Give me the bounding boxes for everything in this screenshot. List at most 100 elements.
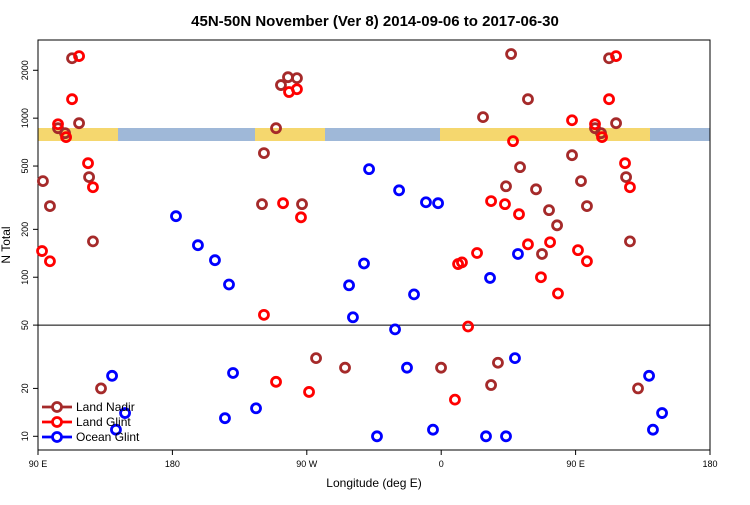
point bbox=[544, 236, 556, 249]
x-tick-label: 0 bbox=[439, 459, 444, 469]
x-axis-label: Longitude (deg E) bbox=[326, 476, 421, 490]
plot-frame bbox=[37, 39, 711, 451]
point bbox=[449, 393, 461, 406]
land-band bbox=[255, 128, 325, 141]
point bbox=[485, 195, 497, 208]
point bbox=[87, 181, 99, 194]
point bbox=[513, 208, 525, 221]
point bbox=[343, 279, 355, 292]
point bbox=[522, 238, 534, 251]
chart-title: 45N-50N November (Ver 8) 2014-09-06 to 2… bbox=[191, 13, 559, 30]
point bbox=[408, 288, 420, 301]
point bbox=[572, 244, 584, 257]
point bbox=[462, 320, 474, 333]
point bbox=[291, 72, 303, 85]
point bbox=[456, 256, 468, 269]
point bbox=[552, 287, 564, 300]
point bbox=[170, 210, 182, 223]
point bbox=[485, 379, 497, 391]
point bbox=[581, 200, 593, 212]
point bbox=[536, 248, 548, 260]
ocean-band bbox=[650, 128, 710, 141]
point bbox=[258, 147, 270, 160]
point bbox=[44, 200, 56, 212]
y-tick-label: 100 bbox=[20, 270, 30, 285]
x-tick-label: 90 W bbox=[296, 459, 318, 469]
point bbox=[303, 386, 315, 398]
point bbox=[60, 131, 72, 144]
y-tick-label: 200 bbox=[20, 222, 30, 237]
ocean-band bbox=[118, 128, 255, 141]
land-band bbox=[38, 128, 118, 141]
point bbox=[620, 171, 632, 184]
ocean-band bbox=[325, 128, 440, 141]
point bbox=[339, 361, 351, 374]
y-axis-label: N Total bbox=[0, 226, 13, 263]
point bbox=[603, 93, 615, 106]
point bbox=[643, 369, 655, 382]
point bbox=[87, 235, 99, 248]
point bbox=[543, 204, 555, 217]
point bbox=[500, 430, 512, 443]
point bbox=[575, 175, 587, 188]
point bbox=[471, 247, 483, 259]
point bbox=[530, 183, 542, 196]
legend-marker bbox=[51, 416, 63, 428]
point bbox=[83, 171, 95, 184]
point bbox=[484, 272, 496, 284]
point bbox=[566, 114, 578, 127]
point bbox=[522, 93, 534, 106]
point bbox=[95, 382, 107, 395]
x-tick-label: 90 E bbox=[566, 459, 585, 469]
point bbox=[619, 157, 631, 170]
y-tick-label: 20 bbox=[20, 383, 30, 393]
point bbox=[219, 412, 231, 425]
point bbox=[37, 175, 49, 188]
point bbox=[500, 180, 512, 193]
legend-label: Ocean Glint bbox=[76, 430, 140, 444]
point bbox=[119, 407, 131, 419]
point bbox=[420, 196, 432, 209]
point bbox=[66, 93, 78, 106]
point bbox=[656, 407, 668, 419]
legend-label: Land Nadir bbox=[76, 400, 135, 414]
point bbox=[347, 311, 359, 324]
point bbox=[581, 255, 593, 268]
point bbox=[401, 361, 413, 374]
land-band bbox=[440, 128, 650, 141]
y-tick-label: 10 bbox=[20, 431, 30, 441]
point bbox=[632, 382, 644, 395]
point bbox=[389, 323, 401, 336]
point bbox=[36, 245, 48, 257]
point bbox=[480, 430, 492, 443]
point bbox=[363, 163, 375, 176]
legend-marker bbox=[51, 401, 63, 413]
point bbox=[44, 255, 56, 268]
point bbox=[393, 184, 405, 197]
point bbox=[73, 117, 85, 130]
point bbox=[270, 375, 282, 388]
point bbox=[509, 352, 521, 365]
x-tick-label: 180 bbox=[702, 459, 717, 469]
point bbox=[512, 248, 524, 260]
point bbox=[283, 86, 295, 98]
point bbox=[566, 149, 578, 162]
series bbox=[106, 163, 668, 443]
point bbox=[52, 118, 64, 131]
point bbox=[223, 278, 235, 291]
land-ocean-strip bbox=[38, 128, 710, 141]
y-tick-label: 500 bbox=[20, 159, 30, 174]
y-tick-label: 50 bbox=[20, 320, 30, 330]
point bbox=[507, 135, 519, 148]
point bbox=[551, 219, 563, 232]
x-tick-label: 90 E bbox=[29, 459, 48, 469]
point bbox=[227, 367, 239, 379]
y-tick-label: 1000 bbox=[20, 108, 30, 128]
point bbox=[310, 352, 322, 365]
point bbox=[492, 356, 504, 369]
point bbox=[371, 430, 383, 443]
point bbox=[209, 254, 221, 267]
point bbox=[358, 257, 370, 270]
point bbox=[624, 235, 636, 248]
